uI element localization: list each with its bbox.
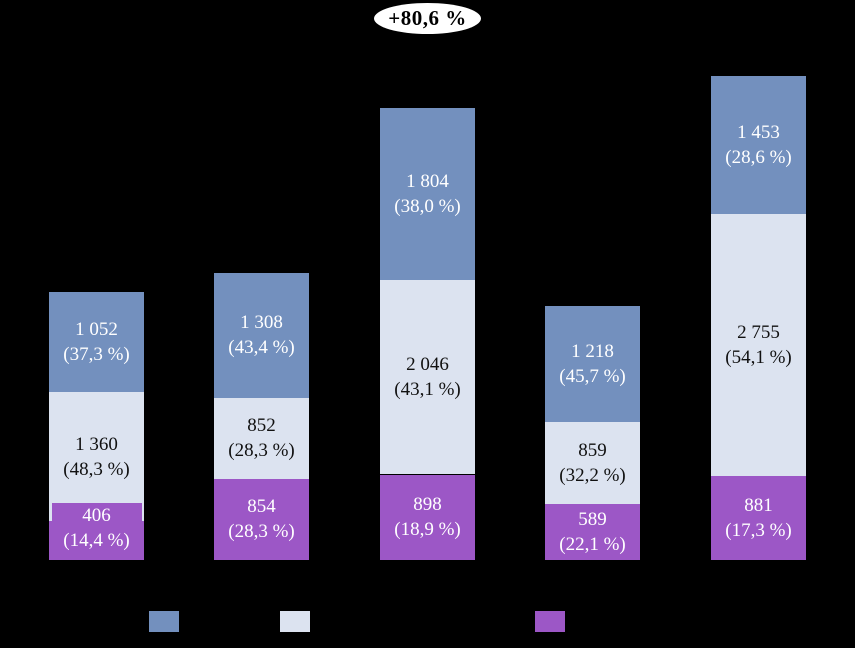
segment-value: 2 046 — [406, 354, 449, 376]
growth-badge: +80,6 % — [374, 3, 481, 34]
segment-percent: (48,3 %) — [63, 458, 130, 480]
segment-value: 2 755 — [737, 321, 780, 343]
segment-value: 1 218 — [571, 341, 614, 363]
segment-percent: (54,1 %) — [725, 346, 792, 368]
segment-percent: (22,1 %) — [559, 533, 626, 555]
segment-value: 854 — [247, 496, 276, 518]
legend-swatch-bottom-purple — [535, 611, 565, 632]
bar-5-label-middle-gray: 2 755 (54,1 %) — [711, 214, 806, 476]
bar-3-label-bottom-purple: 898 (18,9 %) — [380, 475, 475, 560]
bar-2-segment-top-blue — [214, 273, 309, 398]
bar-3-segment-top-blue — [380, 107, 475, 280]
bar-5-label-top-blue: 1 453 (28,6 %) — [711, 76, 806, 214]
bar-5-segment-top-blue — [711, 75, 806, 214]
bar-2-segment-middle-gray — [214, 397, 309, 479]
segment-percent: (14,4 %) — [63, 530, 130, 551]
bar-2-segment-bottom-purple — [214, 478, 309, 560]
bar-4-segment-top-blue — [545, 306, 640, 423]
segment-value: 881 — [744, 495, 773, 517]
segment-value: 1 453 — [737, 121, 780, 143]
segment-percent: (28,6 %) — [725, 146, 792, 168]
legend-swatch-middle-gray — [280, 611, 310, 632]
segment-percent: (18,9 %) — [394, 519, 461, 541]
segment-value: 406 — [82, 505, 111, 526]
bar-4-segment-bottom-purple — [545, 503, 640, 560]
bar-2-label-middle-gray: 852 (28,3 %) — [214, 398, 309, 479]
bar-2-label-bottom-purple: 854 (28,3 %) — [214, 479, 309, 560]
bar-3-segment-middle-gray — [380, 279, 475, 475]
bar-3-label-top-blue: 1 804 (38,0 %) — [380, 108, 475, 280]
segment-percent: (37,3 %) — [63, 343, 130, 365]
segment-value: 1 360 — [75, 433, 118, 455]
segment-value: 852 — [247, 415, 276, 437]
bar-4-label-top-blue: 1 218 (45,7 %) — [545, 306, 640, 422]
segment-value: 589 — [578, 508, 607, 530]
segment-percent: (28,3 %) — [228, 521, 295, 543]
bar-5-segment-bottom-purple — [711, 476, 806, 560]
growth-badge-text: +80,6 % — [388, 6, 467, 30]
bar-4-label-middle-gray: 859 (32,2 %) — [545, 422, 640, 504]
bar-3-label-middle-gray: 2 046 (43,1 %) — [380, 280, 475, 475]
bar-1-label-top-blue: 1 052 (37,3 %) — [49, 292, 144, 392]
bar-1-label-bottom-purple: 406 (14,4 %) — [51, 503, 142, 553]
segment-percent: (43,1 %) — [394, 379, 461, 401]
segment-value: 1 052 — [75, 318, 118, 340]
bar-1-label-middle-gray: 1 360 (48,3 %) — [49, 392, 144, 521]
segment-value: 898 — [413, 494, 442, 516]
bar-4-segment-middle-gray — [545, 422, 640, 504]
bar-4-label-bottom-purple: 589 (22,1 %) — [545, 504, 640, 560]
bar-2-label-top-blue: 1 308 (43,4 %) — [214, 273, 309, 398]
legend-swatch-top-blue — [149, 611, 179, 632]
segment-value: 1 308 — [240, 312, 283, 334]
segment-percent: (28,3 %) — [228, 440, 295, 462]
bar-5-segment-middle-gray — [711, 213, 806, 477]
segment-percent: (17,3 %) — [725, 520, 792, 542]
segment-percent: (38,0 %) — [394, 195, 461, 217]
bar-1-segment-middle-gray — [49, 391, 144, 522]
bar-5-label-bottom-purple: 881 (17,3 %) — [711, 476, 806, 560]
bar-1-segment-top-blue — [49, 291, 144, 392]
segment-percent: (43,4 %) — [228, 337, 295, 359]
segment-value: 1 804 — [406, 170, 449, 192]
segment-percent: (32,2 %) — [559, 465, 626, 487]
bar-3-segment-bottom-purple — [380, 474, 475, 560]
segment-value: 859 — [578, 440, 607, 462]
segment-percent: (45,7 %) — [559, 366, 626, 388]
